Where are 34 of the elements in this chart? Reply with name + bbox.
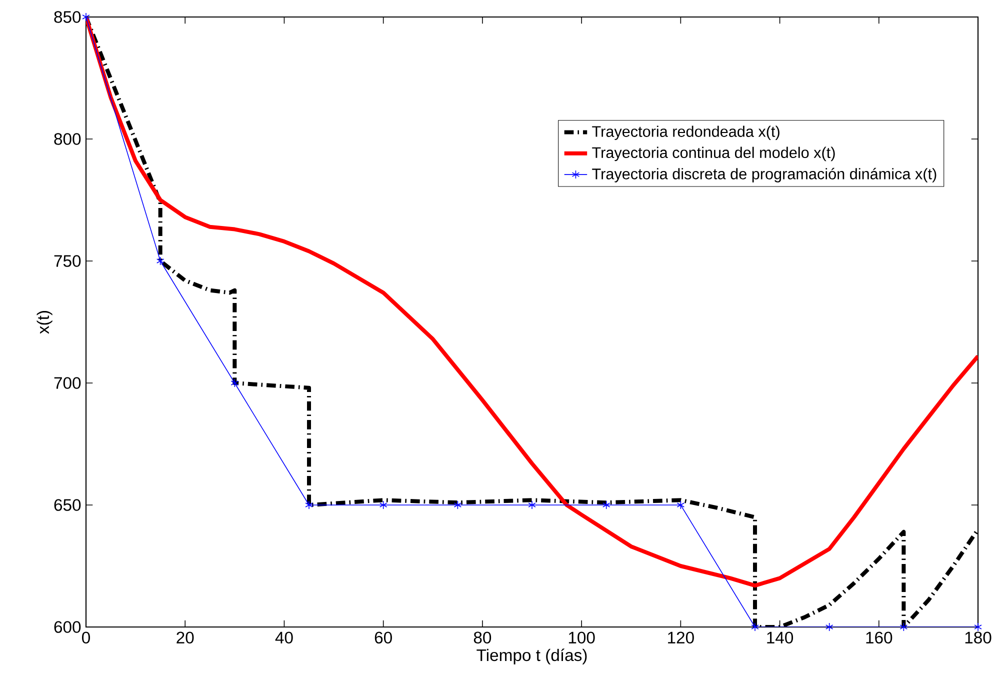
point <box>305 500 313 510</box>
point <box>900 622 908 632</box>
legend-label: Trayectoria discreta de programación dinámica x(t) <box>592 168 936 182</box>
y-tick-label: 700 <box>54 377 81 389</box>
y-tick-label: 800 <box>54 133 81 145</box>
x-tick-label: 40 <box>275 632 293 644</box>
point <box>156 256 164 266</box>
point <box>676 500 685 510</box>
x-tick-label: 80 <box>474 632 492 644</box>
legend-label: Trayectoria continua del modelo x(t) <box>592 146 835 162</box>
x-tick-label: 160 <box>866 632 892 644</box>
point <box>602 500 610 510</box>
point <box>454 500 462 510</box>
point <box>528 500 536 510</box>
y-tick-label: 600 <box>54 621 81 633</box>
legend-label: Trayectoria redondeada x(t) <box>592 126 780 140</box>
x-tick-label: 180 <box>965 632 992 644</box>
point <box>230 378 239 388</box>
x-tick-label: 0 <box>82 632 90 644</box>
x-tick-label: 60 <box>374 632 392 644</box>
y-tick-label: 650 <box>54 499 81 511</box>
x-axis-title: Tiempo t (días) <box>476 648 587 664</box>
point <box>825 622 834 632</box>
point <box>974 622 982 632</box>
y-axis-title: x(t) <box>36 311 52 334</box>
point <box>379 500 388 510</box>
x-tick-label: 120 <box>668 632 694 644</box>
point <box>82 12 90 22</box>
y-tick-label: 850 <box>54 11 81 23</box>
x-tick-label: 140 <box>767 632 794 644</box>
x-tick-label: 20 <box>176 632 194 644</box>
y-tick-label: 750 <box>54 255 81 267</box>
point <box>751 622 759 632</box>
x-tick-label: 100 <box>568 632 595 644</box>
